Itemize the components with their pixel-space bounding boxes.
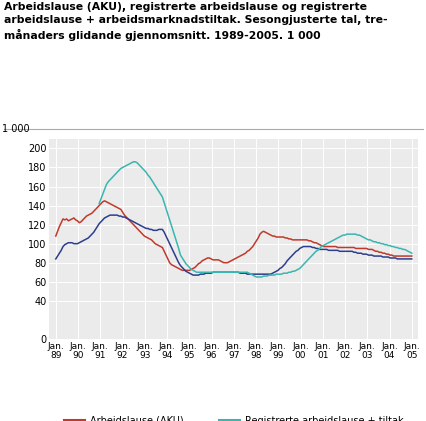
Text: 1 000: 1 000 — [2, 124, 30, 134]
Legend: Arbeidslause (AKU), Registrerte arbeidslause, Registrerte arbeidslause + tiltak: Arbeidslause (AKU), Registrerte arbeidsl… — [60, 412, 407, 421]
Text: Arbeidslause (AKU), registrerte arbeidslause og registrerte
arbeidslause + arbei: Arbeidslause (AKU), registrerte arbeidsl… — [4, 2, 387, 40]
